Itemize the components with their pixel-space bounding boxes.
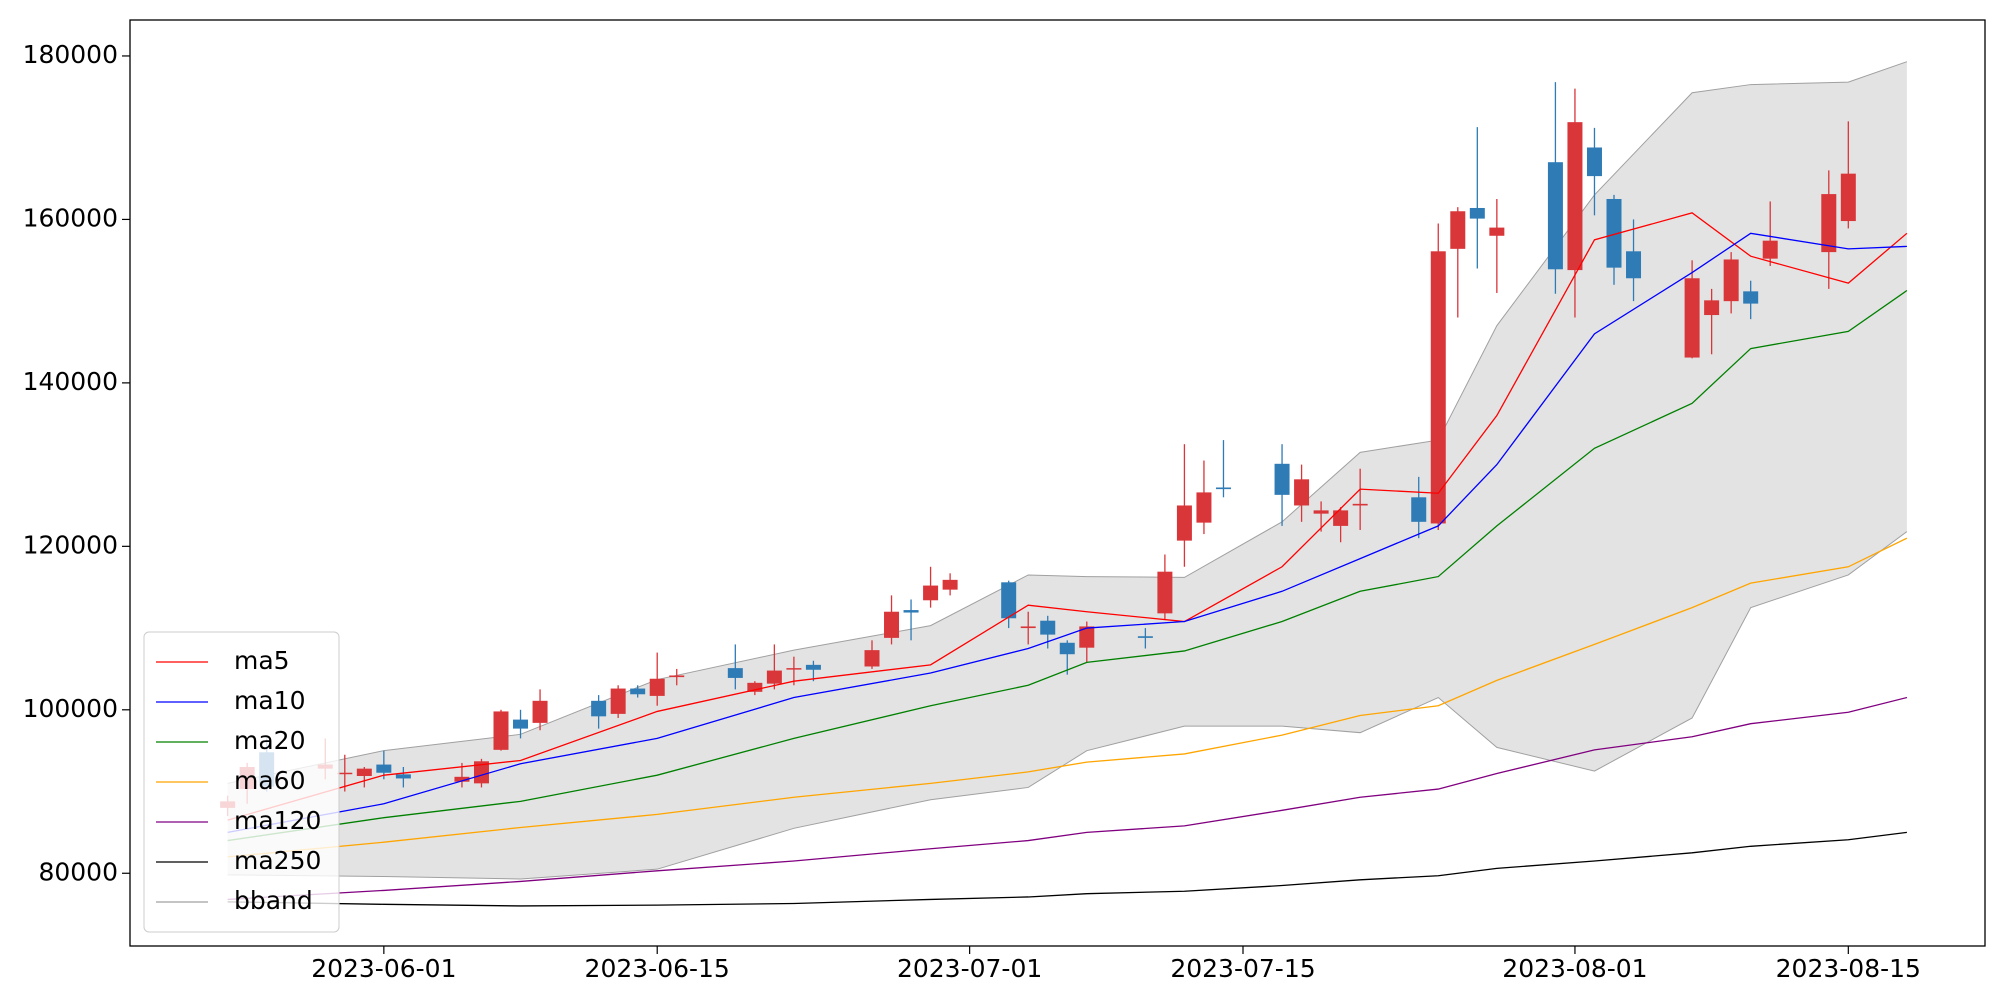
candle-body [1352, 503, 1368, 506]
candle-body [1040, 620, 1056, 635]
bband-lower [227, 531, 1908, 880]
candle-body [1411, 497, 1427, 522]
y-tick-label: 120000 [23, 530, 118, 559]
ma-line [227, 831, 1907, 907]
candle-body [1274, 463, 1290, 495]
candle-body [1079, 626, 1095, 648]
candle-body [1469, 207, 1485, 219]
plot-area [220, 61, 1908, 907]
candle-body [649, 678, 665, 696]
candle-body [1333, 510, 1349, 526]
candle-body [356, 768, 372, 777]
legend-label: ma5 [234, 646, 290, 675]
candle-body [1606, 198, 1622, 268]
x-tick-label: 2023-07-15 [1170, 954, 1315, 983]
candle-body [1821, 194, 1837, 253]
candle-body [1137, 636, 1153, 638]
x-tick-label: 2023-07-01 [897, 954, 1042, 983]
candle-body [1547, 162, 1563, 270]
candle-body [1762, 240, 1778, 259]
candle-body [454, 776, 470, 782]
legend-label: ma20 [234, 726, 305, 755]
y-tick-label: 100000 [23, 694, 118, 723]
candle-body [903, 610, 919, 613]
candle-body [473, 761, 489, 784]
candle-body [669, 675, 685, 678]
candle-body [1001, 582, 1017, 619]
candle-body [805, 664, 821, 670]
candle-body [1586, 147, 1602, 177]
candle-body [766, 670, 782, 684]
legend-label: ma10 [234, 686, 305, 715]
ma-line [227, 537, 1908, 858]
candle-body [1215, 487, 1231, 490]
candle-body [1684, 278, 1700, 358]
ma-line [227, 212, 1908, 821]
candle-body [786, 668, 802, 670]
candle-body [1196, 492, 1212, 523]
ma-line [227, 696, 1908, 901]
candle-body [1313, 510, 1329, 514]
x-tick-label: 2023-06-15 [585, 954, 730, 983]
candle-body [1450, 211, 1466, 249]
candle-body [1567, 122, 1583, 271]
legend-label: ma250 [234, 846, 321, 875]
candle-body [1294, 479, 1310, 506]
candle-body [1020, 626, 1036, 629]
y-tick-label: 80000 [38, 857, 118, 886]
candle-body [395, 774, 411, 779]
ma-line [227, 232, 1907, 834]
candle-body [1840, 173, 1856, 222]
candle-body [1157, 571, 1173, 614]
candle-body [337, 772, 353, 775]
ma-line [227, 289, 1908, 842]
legend-label: ma120 [234, 806, 321, 835]
candle-body [1489, 227, 1505, 236]
candle-body [493, 711, 509, 750]
candle-body [864, 650, 880, 667]
candle-body [1176, 505, 1192, 541]
candle-body [942, 579, 958, 590]
legend-box [143, 631, 340, 933]
x-tick-label: 2023-08-15 [1776, 954, 1921, 983]
candle-body [884, 611, 900, 638]
candle-body [1723, 259, 1739, 302]
candle-body [630, 688, 646, 695]
candle-body [376, 764, 392, 773]
candle-body [513, 719, 529, 729]
candle-body [1704, 300, 1720, 316]
y-tick-label: 180000 [23, 40, 118, 69]
y-tick-label: 140000 [23, 367, 118, 396]
candle-body [727, 668, 743, 678]
candle-body [1059, 642, 1075, 655]
legend-label: bband [234, 886, 313, 915]
x-tick-label: 2023-08-01 [1502, 954, 1647, 983]
candle-body [923, 585, 939, 601]
candle-body [1626, 251, 1642, 279]
y-tick-label: 160000 [23, 203, 118, 232]
x-tick-label: 2023-06-01 [311, 954, 456, 983]
candle-body [532, 700, 548, 723]
legend: ma5 ma10 ma20 ma60 ma120 ma250 bband [143, 631, 340, 933]
legend-label: ma60 [234, 766, 305, 795]
candle-body [610, 688, 626, 714]
candle-body [591, 700, 607, 717]
bband-area [227, 61, 1907, 879]
candle-body [1743, 291, 1759, 304]
candle-body [747, 682, 763, 692]
plot-frame [129, 19, 1986, 947]
candle-body [1430, 251, 1446, 524]
